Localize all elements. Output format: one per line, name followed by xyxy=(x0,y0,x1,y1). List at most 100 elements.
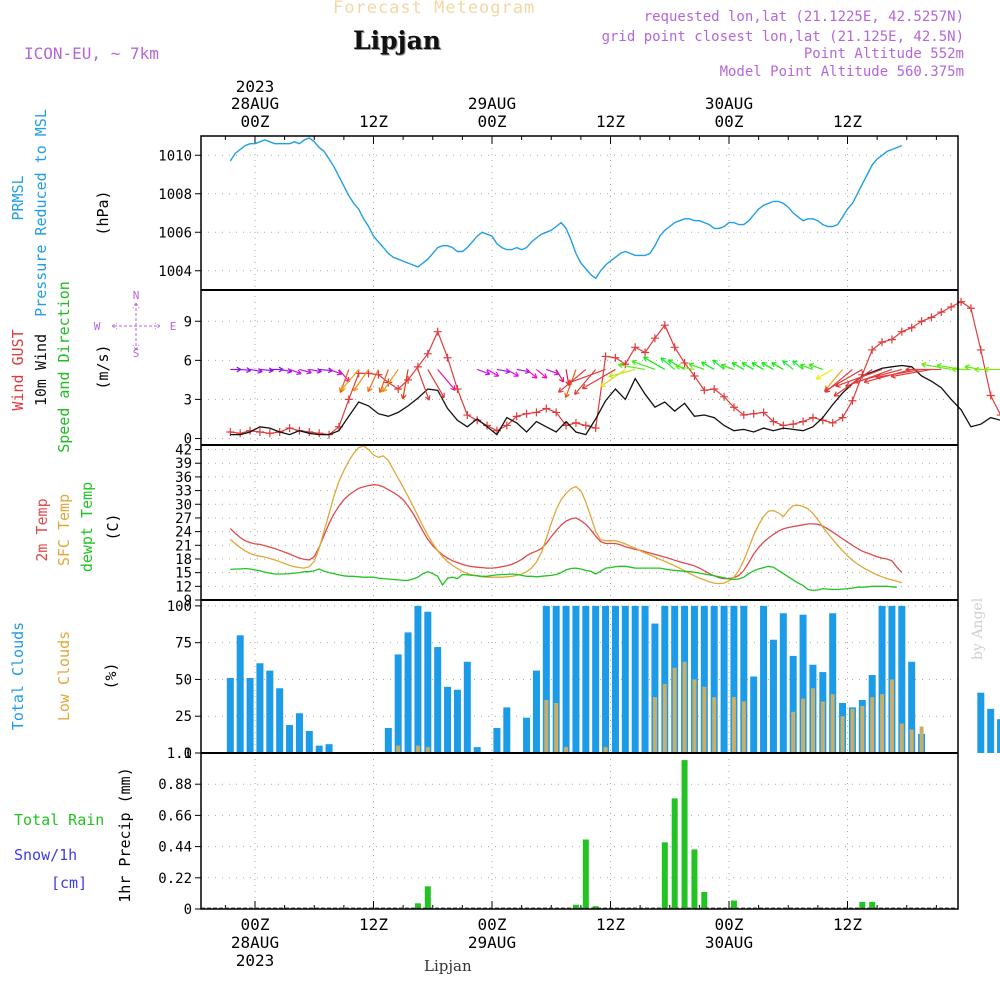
wind-arrow xyxy=(400,369,409,400)
total-cloud-bar xyxy=(424,611,432,753)
low-cloud-bar xyxy=(652,697,657,753)
total-cloud-bar xyxy=(740,605,748,753)
wind-gust-label: Wind GUST xyxy=(9,329,27,410)
gust-point xyxy=(729,403,738,412)
bottom-hour-label: 00Z xyxy=(478,915,507,934)
bottom-location-label: Lipjan xyxy=(424,957,472,975)
low-cloud-bar xyxy=(564,747,569,753)
wind-arrow xyxy=(984,366,1000,373)
y-tick-label: 9 xyxy=(184,314,192,330)
compass-east: E xyxy=(170,320,177,333)
rain-bar xyxy=(681,760,688,909)
gust-point xyxy=(611,353,620,362)
y-tick-label: 0 xyxy=(184,431,192,447)
y-tick-label: 30 xyxy=(175,497,192,513)
total-cloud-bar xyxy=(523,717,531,753)
wind-arrow xyxy=(427,369,445,399)
total-cloud-bar xyxy=(878,605,886,753)
total-cloud-bar xyxy=(582,605,590,753)
bottom-hour-label: 12Z xyxy=(833,915,862,934)
y-tick-label: 75 xyxy=(175,636,192,652)
pressure-line xyxy=(229,137,903,280)
sfc-temp-line xyxy=(229,445,902,585)
wind-arrow xyxy=(558,368,587,393)
low-cloud-bar xyxy=(830,694,835,753)
model-name: ICON-EU, ~ 7km xyxy=(24,44,159,63)
total-cloud-bar xyxy=(236,635,244,753)
low-cloud-bar xyxy=(791,711,796,753)
total-cloud-bar xyxy=(898,605,906,753)
top-hour-label: 12Z xyxy=(359,112,388,131)
total-rain-label: Total Rain xyxy=(14,811,104,829)
total-cloud-bar xyxy=(977,692,985,753)
total-cloud-bar xyxy=(631,605,639,753)
wind-arrow xyxy=(833,368,873,397)
total-cloud-bar xyxy=(532,670,540,753)
rain-bar xyxy=(701,891,708,909)
total-cloud-bar xyxy=(453,689,461,753)
total-cloud-bar xyxy=(750,676,758,753)
wind-arrow xyxy=(506,368,520,377)
gust-point xyxy=(423,349,432,358)
total-cloud-bar xyxy=(562,605,570,753)
total-cloud-bar xyxy=(473,747,481,753)
rain-bar xyxy=(592,906,599,909)
gust-point xyxy=(641,348,650,357)
requested-coordinates: requested lon,lat (21.1225E, 42.5257N) xyxy=(643,9,964,25)
gust-point xyxy=(897,327,906,336)
wind-arrow xyxy=(741,362,754,370)
gust-point xyxy=(443,353,452,362)
wind-arrow xyxy=(536,368,548,379)
wind-arrow xyxy=(936,363,962,371)
total-cloud-bar xyxy=(641,605,649,753)
gust-point xyxy=(621,360,630,369)
gust-point xyxy=(581,421,590,430)
gust-point xyxy=(601,352,610,361)
wind-arrow xyxy=(581,368,616,390)
low-cloud-bar xyxy=(820,701,825,753)
low-cloud-bar xyxy=(603,747,608,753)
wind-arrow xyxy=(792,360,804,370)
total-cloud-bar xyxy=(286,725,294,753)
gust-point xyxy=(394,384,403,393)
gust-point xyxy=(660,321,669,330)
wind-arrow xyxy=(782,360,794,370)
wind-arrow xyxy=(731,362,745,370)
low-cloud-bar xyxy=(909,729,914,753)
y-tick-label: 21 xyxy=(175,538,192,554)
gust-point xyxy=(976,345,985,354)
gust-point xyxy=(404,375,413,384)
wind-arrow xyxy=(675,364,695,371)
wind-arrow xyxy=(617,362,646,371)
y-tick-label: 1006 xyxy=(158,225,192,241)
bottom-year-label: 2023 xyxy=(236,951,275,970)
gust-point xyxy=(769,417,778,426)
top-hour-label: 12Z xyxy=(596,112,625,131)
plot-frame xyxy=(200,135,959,910)
wind-arrow xyxy=(667,359,685,370)
total-cloud-bar xyxy=(315,745,323,753)
low-cloud-bar xyxy=(840,716,845,753)
total-cloud-bar xyxy=(444,686,452,753)
low-cloud-bar xyxy=(880,694,885,753)
y-tick-label: 3 xyxy=(184,392,192,408)
location-title: Lipjan xyxy=(353,26,441,55)
gust-point xyxy=(996,411,1000,420)
wind-arrow xyxy=(815,368,833,380)
gust-point xyxy=(947,302,956,311)
wind-arrow xyxy=(751,362,764,370)
gust-point xyxy=(562,421,571,430)
total-cloud-bar xyxy=(789,655,797,753)
low-cloud-bar xyxy=(682,661,687,753)
total-cloud-bar xyxy=(305,730,313,753)
wind-arrow xyxy=(526,368,538,379)
y-tick-label: 100 xyxy=(167,599,192,615)
total-cloud-bar xyxy=(651,623,659,753)
total-cloud-bar xyxy=(266,670,274,753)
total-cloud-bar xyxy=(720,605,728,753)
total-cloud-bar xyxy=(226,677,234,753)
bottom-hour-label: 12Z xyxy=(596,915,625,934)
dewpt-label: dewpt Temp xyxy=(78,482,96,572)
total-cloud-bar xyxy=(276,688,284,753)
y-tick-label: 24 xyxy=(175,525,192,541)
